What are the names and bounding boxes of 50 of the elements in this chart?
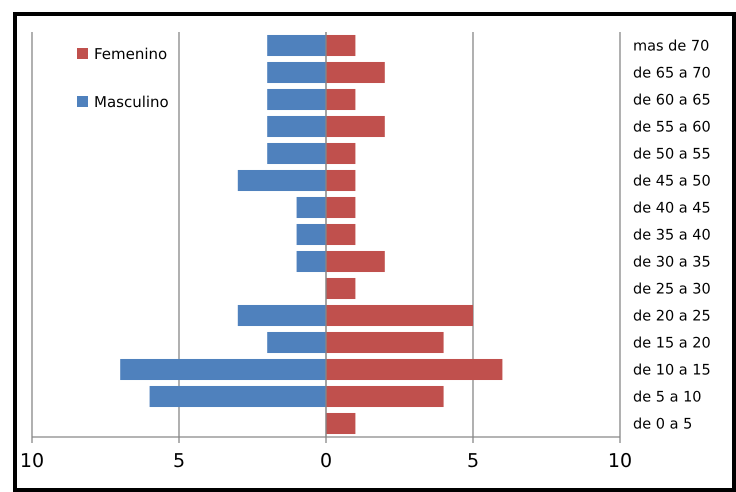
- bar: [267, 142, 326, 164]
- bar: [326, 34, 356, 56]
- y-tick-label: de 5 a 10: [633, 390, 702, 406]
- bar: [267, 116, 326, 138]
- bar: [267, 88, 326, 110]
- bar: [296, 196, 326, 218]
- bar: [120, 358, 326, 380]
- bar: [326, 278, 356, 300]
- y-tick-label: de 30 a 35: [633, 254, 711, 270]
- bar: [238, 304, 326, 326]
- bar: [238, 170, 326, 192]
- bar: [326, 358, 502, 380]
- bar: [267, 332, 326, 354]
- bar: [296, 250, 326, 272]
- bar: [326, 304, 473, 326]
- legend-label: Masculino: [94, 93, 169, 111]
- bar: [296, 224, 326, 246]
- y-tick-label: de 25 a 30: [633, 282, 711, 298]
- x-tick-label: 5: [466, 450, 480, 472]
- bar: [150, 386, 326, 408]
- y-tick-label: de 20 a 25: [633, 308, 711, 324]
- y-tick-label: de 50 a 55: [633, 146, 711, 162]
- bar: [326, 142, 356, 164]
- y-tick-label: de 40 a 45: [633, 200, 711, 216]
- y-tick-label: de 65 a 70: [633, 66, 711, 82]
- bar: [326, 224, 356, 246]
- bar: [326, 332, 444, 354]
- y-tick-label: de 35 a 40: [633, 228, 711, 244]
- bar: [326, 196, 356, 218]
- bar: [326, 412, 356, 434]
- bar: [326, 62, 385, 84]
- bar: [326, 88, 356, 110]
- y-tick-label: de 60 a 65: [633, 92, 711, 108]
- x-tick-label: 5: [172, 450, 186, 472]
- bar: [326, 116, 385, 138]
- bar: [326, 170, 356, 192]
- legend-label: Femenino: [94, 45, 168, 63]
- y-tick-label: de 45 a 50: [633, 174, 711, 190]
- y-tick-label: mas de 70: [633, 38, 710, 54]
- x-tick-label: 0: [320, 450, 332, 472]
- bar: [326, 250, 385, 272]
- y-tick-label: de 15 a 20: [633, 336, 711, 352]
- y-tick-label: de 55 a 60: [633, 120, 711, 136]
- x-tick-label: 10: [608, 450, 632, 472]
- x-tick-label: 10: [20, 450, 44, 472]
- y-tick-label: de 10 a 15: [633, 362, 711, 378]
- bar: [267, 34, 326, 56]
- bar: [267, 62, 326, 84]
- y-tick-label: de 0 a 5: [633, 416, 692, 432]
- bar: [326, 386, 444, 408]
